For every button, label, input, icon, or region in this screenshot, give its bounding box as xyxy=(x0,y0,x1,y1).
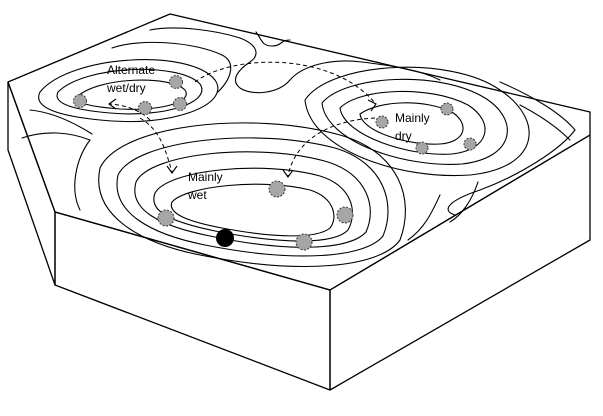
label-dry-line1: Mainly xyxy=(395,111,430,125)
label-alternate-line1: Alternate xyxy=(107,63,155,77)
arrow-dry-to-wet xyxy=(287,117,376,177)
contour-left-edge xyxy=(21,132,91,211)
arrow-alternate-to-dry xyxy=(194,61,376,104)
site-alternate-2 xyxy=(138,101,152,115)
arrow-wet-to-alternate xyxy=(109,103,151,121)
contour-upper-right-4 xyxy=(359,102,464,145)
left-face xyxy=(7,81,56,286)
region-labels: Alternate wet/dry Mainly dry Mainly wet xyxy=(106,63,430,202)
site-wet-1 xyxy=(157,209,175,227)
contour-upper-right-2 xyxy=(321,78,508,165)
site-wet-3 xyxy=(336,206,354,224)
contour-lower-4 xyxy=(153,167,353,242)
label-wet-line2: wet xyxy=(187,188,207,202)
site-alternate-1 xyxy=(73,94,87,108)
contour-lower-3 xyxy=(134,151,371,248)
dispersal-arrows xyxy=(109,61,376,177)
contour-ridge-upper xyxy=(111,41,232,93)
front-face xyxy=(54,211,331,391)
site-dry-2 xyxy=(440,102,454,116)
site-wet-4 xyxy=(295,233,313,251)
sites-wet-basin xyxy=(157,180,354,251)
right-face xyxy=(329,134,591,391)
featured-site xyxy=(216,229,234,247)
contour-left-mid xyxy=(29,109,93,135)
site-alternate-4 xyxy=(173,97,187,111)
contour-lines xyxy=(21,27,576,267)
contour-ridge-top xyxy=(149,27,441,94)
sites-alternate-basin xyxy=(73,75,187,115)
site-alternate-3 xyxy=(169,75,183,89)
arrowhead-alternate xyxy=(108,98,117,110)
contour-upper-left-1 xyxy=(38,59,219,123)
site-dry-1 xyxy=(375,115,389,129)
contour-upper-right-3 xyxy=(339,90,486,155)
arrow-heads xyxy=(108,98,377,178)
site-wet-2 xyxy=(268,180,286,198)
contour-right-outer-1 xyxy=(447,81,576,216)
arrowhead-wet-2 xyxy=(282,169,294,178)
label-dry-line2: dry xyxy=(395,129,412,143)
contour-lower-5 xyxy=(170,183,335,237)
contour-right-lower xyxy=(407,194,441,241)
contour-upper-left-2 xyxy=(56,68,203,115)
arrowhead-wet-1 xyxy=(166,165,178,174)
block-outline xyxy=(7,13,591,391)
contour-upper-right-1 xyxy=(304,66,530,177)
contour-lower-2 xyxy=(116,137,389,257)
label-wet-line1: Mainly xyxy=(188,170,223,184)
sites-dry-basin xyxy=(375,102,477,155)
arrow-alternate-to-wet xyxy=(139,117,173,173)
contour-right-outer-2 xyxy=(519,104,571,141)
arrowhead-dry xyxy=(367,99,377,112)
site-dry-3 xyxy=(415,141,429,155)
contour-ridge-bump xyxy=(255,31,291,47)
contour-lower-1 xyxy=(98,122,406,267)
site-dry-4 xyxy=(463,137,477,151)
label-alternate-line2: wet/dry xyxy=(106,81,146,95)
contour-right-lower-2 xyxy=(449,181,479,223)
